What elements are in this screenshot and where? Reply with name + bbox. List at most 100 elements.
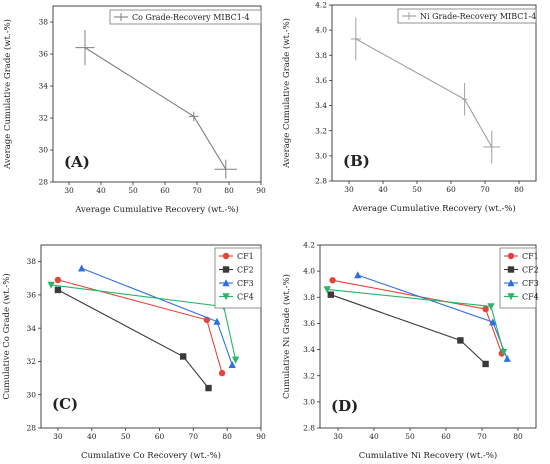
legend-swatch-marker — [222, 293, 230, 301]
legend-entry-4: CF4 — [522, 293, 539, 302]
legend-box — [499, 247, 537, 309]
x-tick-label: 70 — [192, 186, 202, 195]
y-tick-label: 36 — [38, 50, 48, 59]
y-tick-label: 34 — [26, 324, 36, 333]
y-tick-label: 28 — [26, 424, 36, 433]
y-tick-label: 34 — [38, 82, 48, 91]
y-tick-label: 30 — [26, 390, 36, 399]
data-point-2 — [213, 317, 221, 325]
data-point-1 — [78, 264, 86, 272]
legend-entry-2: CF2 — [237, 266, 254, 275]
y-tick-label: 3.0 — [315, 151, 327, 160]
y-tick-label: 32 — [26, 357, 36, 366]
y-axis-title: Average Cumulative Grade (wt.-%) — [2, 19, 13, 170]
data-point-3 — [205, 384, 212, 392]
y-tick-label: 3.6 — [303, 319, 315, 328]
series-line-1 — [84, 47, 227, 170]
y-tick-label: 38 — [38, 18, 48, 27]
x-tick-label: 50 — [121, 432, 131, 441]
legend-swatch-marker — [222, 252, 230, 260]
x-tick-label: 30 — [64, 186, 74, 195]
x-tick-label: 80 — [222, 432, 232, 441]
x-tick-label: 70 — [477, 432, 487, 441]
legend-entry-1: Co Grade-Recovery MIBC1-4 — [132, 13, 250, 22]
data-point-1 — [54, 276, 62, 284]
y-tick-label: 3.2 — [303, 371, 315, 380]
legend-swatch-marker — [222, 279, 230, 287]
y-tick-label: 3.8 — [303, 293, 315, 302]
legend-swatch-marker — [507, 293, 515, 301]
x-tick-label: 80 — [513, 432, 523, 441]
y-tick-label: 3.0 — [303, 397, 315, 406]
x-tick-label: 40 — [369, 432, 379, 441]
x-tick-label: 90 — [256, 432, 266, 441]
y-tick-label: 3.2 — [315, 126, 327, 135]
x-tick-label: 60 — [155, 432, 165, 441]
plot-frame — [319, 244, 537, 429]
chart-panel-4: 30 40 50 60 70 80 2.8 3.0 3.2 3.4 3.6 3.8 4.0 4.2 Cumu… — [281, 241, 539, 461]
data-point-1 — [354, 271, 362, 279]
legend-entry-1: CF1 — [237, 252, 254, 261]
legend: CF1 CF2 CF3 CF4 — [214, 247, 262, 309]
chart-panel-1: 30 40 50 60 70 80 90 28 30 32 34 36 38 Average Cumula… — [2, 5, 266, 215]
y-tick-label: 36 — [26, 291, 36, 300]
legend-box — [214, 247, 262, 309]
plot-frame — [52, 5, 262, 183]
x-tick-label: 50 — [128, 186, 138, 195]
x-tick-label: 40 — [378, 185, 388, 194]
legend-entry-2: CF2 — [522, 266, 539, 275]
x-tick-label: 40 — [96, 186, 106, 195]
data-point-3 — [503, 354, 511, 362]
data-point-3 — [482, 360, 489, 368]
x-tick-label: 30 — [53, 432, 63, 441]
x-tick-label: 30 — [344, 185, 354, 194]
series-line-2 — [57, 289, 209, 389]
data-point-1 — [323, 286, 331, 294]
x-tick-label: 50 — [405, 432, 415, 441]
panel-label: (C) — [52, 395, 78, 413]
panel-label: (B) — [343, 152, 370, 170]
legend: CF1 CF2 CF3 CF4 — [499, 247, 539, 309]
y-tick-label: 4.0 — [315, 26, 327, 35]
x-tick-label: 70 — [189, 432, 199, 441]
plot-frame — [331, 4, 537, 182]
data-point-2 — [482, 305, 489, 313]
data-point-1 — [327, 291, 334, 298]
x-tick-label: 80 — [224, 186, 234, 195]
legend-swatch-marker — [507, 279, 515, 287]
x-tick-label: 90 — [256, 186, 266, 195]
data-point-2 — [487, 303, 495, 311]
legend-box — [397, 8, 537, 24]
data-point-1 — [47, 281, 55, 289]
series-line-3 — [357, 274, 508, 359]
x-tick-label: 80 — [514, 185, 524, 194]
y-tick-label: 3.8 — [315, 51, 327, 60]
legend-entry-1: CF1 — [522, 252, 539, 261]
x-tick-label: 60 — [160, 186, 170, 195]
y-tick-label: 3.4 — [315, 101, 327, 110]
y-tick-label: 28 — [38, 178, 48, 187]
y-tick-label: 32 — [38, 114, 48, 123]
legend: Co Grade-Recovery MIBC1-4 — [109, 9, 262, 25]
y-tick-label: 4.0 — [303, 267, 315, 276]
x-tick-label: 50 — [412, 185, 422, 194]
data-point-2 — [489, 318, 497, 326]
legend-swatch-marker — [507, 266, 515, 273]
y-tick-label: 2.8 — [315, 177, 327, 186]
y-tick-label: 4.2 — [315, 1, 327, 10]
series-line-3 — [81, 267, 233, 365]
panel-label: (A) — [64, 153, 90, 171]
series-line-4 — [327, 288, 505, 353]
legend-swatch-marker — [507, 252, 515, 260]
legend-entry-1: Ni Grade-Recovery MIBC1-4 — [420, 12, 536, 21]
y-tick-label: 38 — [26, 257, 36, 266]
y-tick-label: 3.4 — [303, 345, 315, 354]
y-tick-label: 2.8 — [303, 424, 315, 433]
y-axis-title: Average Cumulative Grade (wt.-%) — [281, 18, 292, 169]
legend: Ni Grade-Recovery MIBC1-4 — [397, 8, 537, 24]
x-tick-label: 60 — [441, 432, 451, 441]
data-point-3 — [232, 356, 240, 364]
x-tick-label: 70 — [480, 185, 490, 194]
x-tick-label: 40 — [87, 432, 97, 441]
